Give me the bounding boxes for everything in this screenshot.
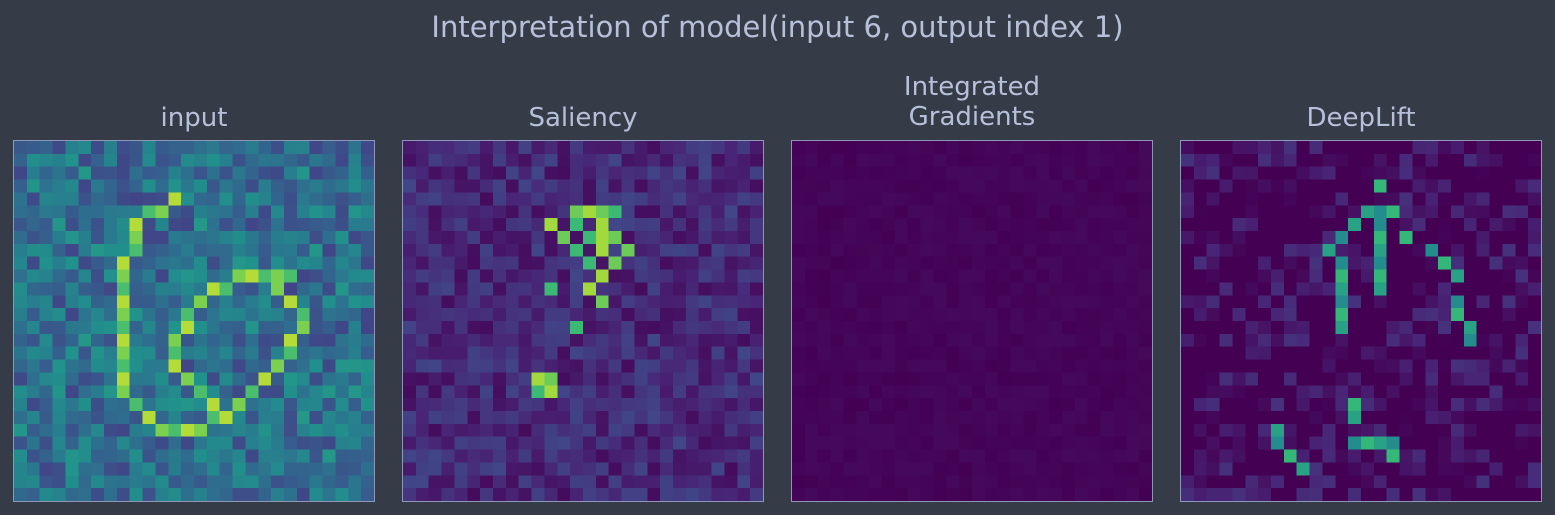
panel-title-deeplift: DeepLift <box>1180 103 1542 133</box>
panel-title-integrated-gradients: Integrated Gradients <box>791 72 1153 132</box>
heatmap-input <box>14 141 374 501</box>
heatmap-deeplift <box>1181 141 1541 501</box>
panel-title-deeplift-line1: DeepLift <box>1306 103 1416 133</box>
heatmap-axes-integrated-gradients <box>791 140 1153 502</box>
panel-title-ig-line1: Integrated <box>903 72 1041 102</box>
heatmap-axes-input <box>13 140 375 502</box>
panel-title-input: input <box>13 103 375 133</box>
heatmap-axes-saliency <box>402 140 764 502</box>
heatmap-integrated-gradients <box>792 141 1152 501</box>
panel-title-saliency-line1: Saliency <box>528 103 638 133</box>
figure-suptitle: Interpretation of model(input 6, output … <box>431 10 1124 44</box>
panel-title-ig-line2: Gradients <box>908 102 1036 132</box>
heatmap-axes-deeplift <box>1180 140 1542 502</box>
heatmap-saliency <box>403 141 763 501</box>
panel-title-saliency: Saliency <box>402 103 764 133</box>
panel-title-input-line1: input <box>160 103 228 133</box>
